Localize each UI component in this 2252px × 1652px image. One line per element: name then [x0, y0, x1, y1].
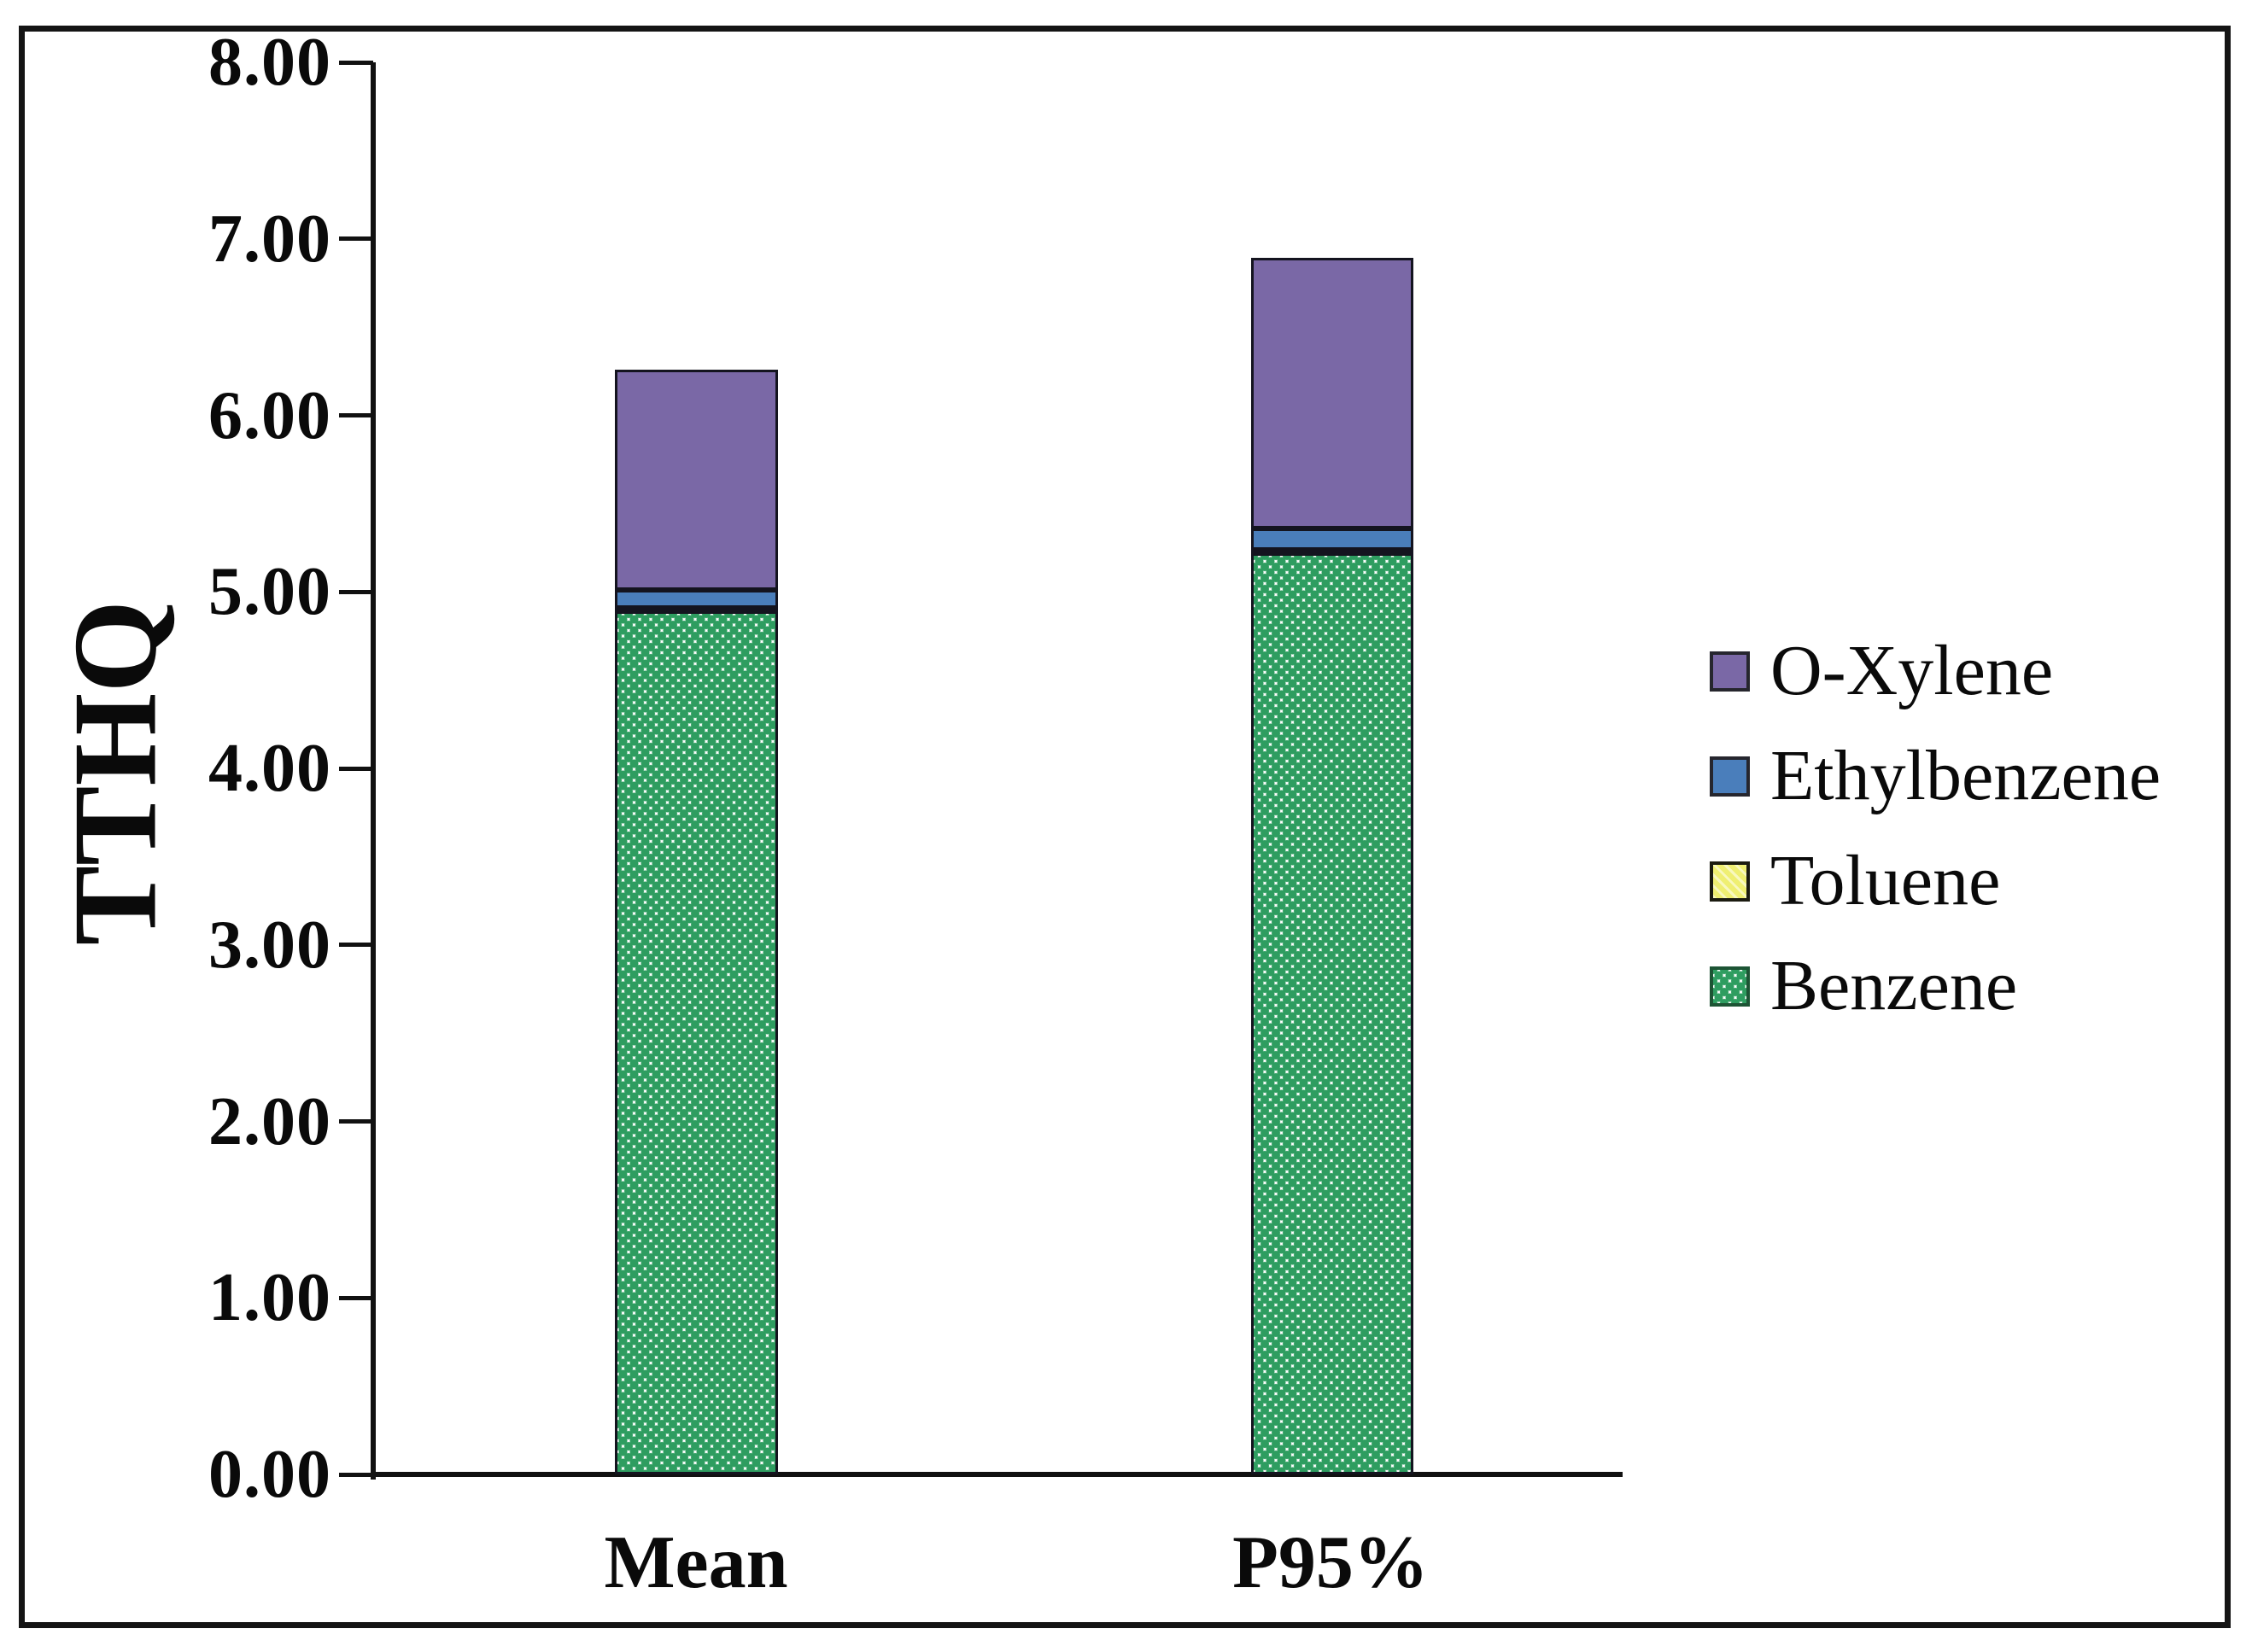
legend-swatch-benzene	[1710, 966, 1750, 1007]
x-category-label-p95: P95%	[1232, 1521, 1429, 1604]
legend-item-ethylbenzene: Ethylbenzene	[1710, 735, 2161, 817]
legend-swatch-oxylene	[1710, 651, 1750, 692]
y-tick-mark	[339, 60, 373, 65]
y-tick-mark	[339, 1119, 373, 1124]
y-tick-mark	[339, 413, 373, 417]
bar-segment-toluene-mean	[615, 607, 778, 613]
y-tick-label: 3.00	[208, 907, 331, 983]
y-tick-mark	[339, 1472, 373, 1477]
legend-swatch-toluene	[1710, 861, 1750, 902]
y-tick-mark	[339, 943, 373, 948]
y-tick-label: 6.00	[208, 377, 331, 453]
y-tick-label: 0.00	[208, 1437, 331, 1512]
y-tick-label: 8.00	[208, 25, 331, 100]
y-tick-mark	[339, 236, 373, 242]
y-tick-mark	[339, 589, 373, 594]
y-tick-label: 5.00	[208, 554, 331, 630]
bar-segment-benzene-mean	[615, 610, 778, 1474]
legend-swatch-ethylbenzene	[1710, 756, 1750, 797]
legend-item-toluene: Toluene	[1710, 840, 2000, 922]
legend-item-oxylene: O-Xylene	[1710, 630, 2053, 712]
legend-label: Benzene	[1770, 946, 2018, 1025]
y-tick-label: 4.00	[208, 731, 331, 806]
legend-item-benzene: Benzene	[1710, 945, 2017, 1027]
bar-segment-ethylbenzene-mean	[615, 590, 778, 608]
bar-segment-toluene-p95	[1251, 549, 1413, 555]
bar-segment-o-xylene-mean	[615, 369, 778, 591]
y-tick-label: 2.00	[208, 1083, 331, 1159]
legend-label: Ethylbenzene	[1770, 736, 2161, 815]
y-axis-line	[371, 62, 376, 1480]
x-category-label-mean: Mean	[604, 1521, 788, 1604]
bar-segment-ethylbenzene-p95	[1251, 528, 1413, 550]
legend-label: Toluene	[1770, 841, 2001, 920]
y-tick-label: 1.00	[208, 1260, 331, 1336]
bar-segment-o-xylene-p95	[1251, 258, 1413, 528]
y-tick-mark	[339, 766, 373, 771]
bar-segment-benzene-p95	[1251, 552, 1413, 1474]
legend-label: O-Xylene	[1770, 631, 2054, 710]
figure-frame	[19, 26, 2231, 1628]
x-axis-line	[371, 1472, 1623, 1477]
y-tick-label: 7.00	[208, 201, 331, 277]
y-tick-mark	[339, 1295, 373, 1300]
